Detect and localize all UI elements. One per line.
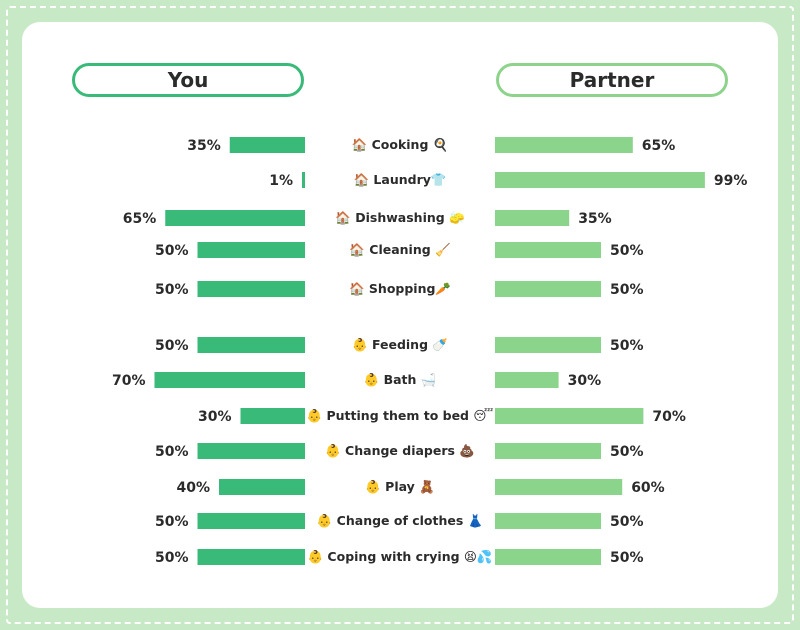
- partner-value-label: 50%: [610, 243, 644, 259]
- partner-bar: [495, 549, 601, 565]
- partner-header-label: Partner: [569, 68, 655, 92]
- you-bar: [302, 172, 305, 188]
- partner-bar: [495, 337, 601, 353]
- partner-value-label: 50%: [610, 338, 644, 354]
- you-bar: [165, 210, 305, 226]
- chore-label: 👶 Feeding 🍼: [352, 337, 448, 352]
- chore-label: 🏠 Cleaning 🧹: [349, 242, 450, 257]
- you-bar: [197, 337, 305, 353]
- chore-label: 🏠 Shopping🥕: [349, 281, 451, 296]
- partner-bar: [495, 242, 601, 258]
- you-value-label: 65%: [123, 211, 157, 227]
- partner-bar: [495, 210, 570, 226]
- you-bar: [197, 242, 305, 258]
- partner-bar: [495, 513, 601, 529]
- you-value-label: 50%: [155, 550, 189, 566]
- partner-bar: [495, 137, 633, 153]
- you-value-label: 50%: [155, 243, 189, 259]
- chart-card: [22, 22, 778, 608]
- partner-bar: [495, 479, 623, 495]
- you-value-label: 50%: [155, 514, 189, 530]
- chore-label: 👶 Putting them to bed 😴: [307, 408, 494, 423]
- dashed-frame: [6, 6, 794, 624]
- partner-value-label: 50%: [610, 514, 644, 530]
- chore-label: 🏠 Dishwashing 🧽: [335, 210, 466, 225]
- partner-value-label: 30%: [568, 373, 602, 389]
- you-bar: [197, 513, 305, 529]
- you-value-label: 50%: [155, 338, 189, 354]
- you-value-label: 50%: [155, 444, 189, 460]
- chore-label: 👶 Bath 🛁: [364, 372, 437, 387]
- you-bar: [197, 281, 305, 297]
- you-value-label: 50%: [155, 282, 189, 298]
- chore-label: 👶 Change of clothes 👗: [317, 513, 483, 528]
- chore-label: 👶 Change diapers 💩: [325, 443, 475, 458]
- chore-label: 🏠 Cooking 🍳: [352, 137, 449, 153]
- you-value-label: 1%: [269, 173, 293, 189]
- you-header-label: You: [167, 68, 209, 92]
- partner-bar: [495, 281, 601, 297]
- chore-label: 🏠 Laundry👕: [354, 172, 447, 187]
- chore-label: 👶 Coping with crying 😫💦: [308, 548, 493, 565]
- you-value-label: 70%: [112, 373, 146, 389]
- you-bar: [219, 479, 305, 495]
- you-header: You: [72, 63, 304, 97]
- partner-bar: [495, 408, 644, 424]
- partner-header: Partner: [496, 63, 728, 97]
- chore-label: 👶 Play 🧸: [365, 479, 434, 495]
- partner-value-label: 50%: [610, 444, 644, 460]
- you-value-label: 30%: [198, 409, 232, 425]
- partner-bar: [495, 172, 705, 188]
- partner-value-label: 70%: [652, 409, 686, 425]
- you-bar: [197, 443, 305, 459]
- partner-value-label: 65%: [642, 138, 676, 154]
- partner-value-label: 99%: [714, 173, 748, 189]
- you-bar: [240, 408, 305, 424]
- you-bar: [197, 549, 305, 565]
- partner-value-label: 60%: [631, 480, 665, 496]
- partner-value-label: 35%: [578, 211, 612, 227]
- you-value-label: 35%: [187, 138, 221, 154]
- you-value-label: 40%: [176, 480, 210, 496]
- partner-value-label: 50%: [610, 282, 644, 298]
- you-bar: [229, 137, 305, 153]
- you-bar: [154, 372, 305, 388]
- partner-value-label: 50%: [610, 550, 644, 566]
- partner-bar: [495, 372, 559, 388]
- partner-bar: [495, 443, 601, 459]
